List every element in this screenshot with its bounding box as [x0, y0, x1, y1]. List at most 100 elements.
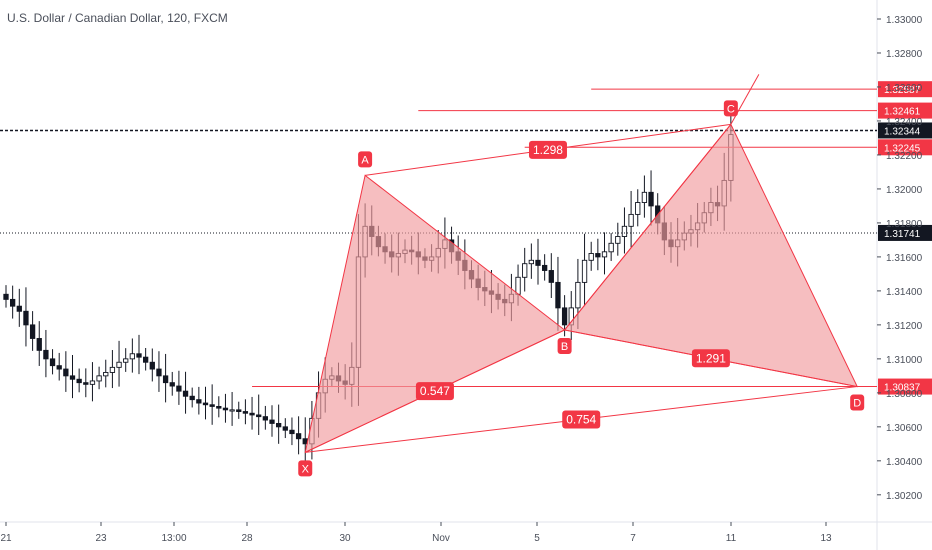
pattern-point-label: C — [727, 103, 735, 115]
candle-body — [269, 419, 275, 424]
candle-body — [621, 225, 628, 237]
pattern-point-box — [298, 460, 313, 477]
ratio-label-box — [691, 349, 730, 368]
candle-body — [89, 380, 96, 385]
price-tag — [878, 139, 932, 156]
pattern-point-box — [557, 337, 572, 354]
candle-body — [648, 191, 654, 207]
price-tick-label: 1.30600 — [886, 423, 923, 434]
ratio-label-box — [528, 140, 567, 159]
price-tick-label: 1.31800 — [886, 219, 923, 230]
pattern-point-label: D — [853, 398, 861, 410]
candle-body — [555, 281, 561, 309]
candle-body — [601, 251, 608, 258]
candle-body — [249, 412, 255, 416]
candle-body — [103, 372, 109, 377]
candle-body — [595, 253, 601, 258]
ratio-label: 1.291 — [696, 351, 726, 365]
time-tick-label: 21 — [0, 533, 12, 544]
time-tick-label: 30 — [339, 533, 351, 544]
price-tag-label: 1.32245 — [884, 143, 921, 154]
candle-body — [282, 426, 288, 431]
candle-body — [635, 202, 641, 215]
candle-body — [9, 298, 16, 307]
candle-body — [83, 382, 89, 385]
candle-body — [176, 385, 182, 392]
candle-body — [96, 375, 102, 382]
candle-body — [641, 191, 648, 203]
pattern-point-label: X — [302, 463, 310, 475]
candle-body — [149, 361, 155, 370]
candle-body — [16, 305, 22, 312]
price-tag — [878, 224, 932, 241]
candle-body — [196, 399, 202, 404]
pattern-triangle-xab — [304, 174, 566, 454]
candle-body — [548, 270, 554, 283]
price-tick-label: 1.33000 — [886, 15, 923, 26]
candle-body — [169, 382, 175, 387]
price-tag — [878, 378, 932, 395]
price-tick-label: 1.31400 — [886, 287, 923, 298]
candle-body — [242, 411, 249, 414]
ratio-label-box — [562, 410, 601, 429]
time-tick-label: 5 — [534, 533, 540, 544]
candle-body — [123, 358, 129, 363]
price-tick-label: 1.30800 — [886, 389, 923, 400]
pattern-triangle-bcd — [563, 123, 859, 388]
time-tick-label: 13 — [820, 533, 832, 544]
candle-body — [142, 356, 149, 363]
candle-body — [156, 368, 162, 377]
candle-body — [216, 405, 222, 409]
time-tick-label: Nov — [432, 533, 450, 544]
candle-body — [575, 281, 581, 309]
price-tick-label: 1.32400 — [886, 117, 923, 128]
candle-body — [256, 414, 262, 418]
pattern-point-label: B — [561, 341, 568, 353]
price-tick-label: 1.32600 — [886, 83, 923, 94]
candle-body — [136, 353, 142, 358]
candle-body — [628, 213, 634, 227]
candle-body — [615, 236, 621, 244]
candle-body — [229, 409, 235, 412]
candle-body — [528, 259, 535, 265]
time-tick-label: 11 — [726, 533, 737, 544]
candle-body — [182, 390, 189, 397]
candle-body — [162, 375, 169, 384]
harmonic-pattern[interactable]: 0.547 1.298 1.291 0.754 X A B C D — [298, 74, 865, 477]
candle-body — [69, 375, 76, 380]
candle-body — [561, 307, 568, 326]
pattern-extension-line — [730, 74, 760, 125]
ratio-label: 0.754 — [566, 412, 596, 426]
candle-body — [542, 264, 548, 271]
candle-body — [129, 353, 135, 360]
candle-body — [209, 404, 215, 407]
time-tick-label: 28 — [241, 533, 253, 544]
candle-body — [289, 429, 295, 435]
price-tag-label: 1.30837 — [884, 383, 921, 394]
chart-title: U.S. Dollar / Canadian Dollar, 120, FXCM — [7, 11, 228, 25]
ratio-label-box — [415, 382, 454, 401]
price-tag — [878, 102, 932, 119]
price-tick-label: 1.32000 — [886, 185, 923, 196]
candle-body — [3, 293, 9, 300]
candle-body — [522, 263, 528, 278]
candle-body — [76, 378, 82, 384]
candle-body — [535, 259, 541, 266]
pattern-point-box — [850, 394, 865, 411]
price-tag-label: 1.32344 — [884, 126, 921, 137]
candle-body — [515, 276, 521, 295]
candle-body — [236, 409, 242, 412]
price-tag-label: 1.32587 — [884, 85, 921, 96]
price-tag-label: 1.32461 — [884, 107, 921, 118]
candle-body — [295, 433, 302, 440]
candle-body — [23, 310, 29, 326]
candle-body — [608, 242, 614, 253]
candle-body — [29, 324, 36, 339]
candle-body — [63, 368, 69, 377]
price-tick-label: 1.32200 — [886, 151, 923, 162]
price-tick-label: 1.30400 — [886, 457, 923, 468]
pattern-point-box — [358, 151, 373, 168]
candle-body — [222, 407, 229, 411]
time-tick-label: 7 — [630, 533, 636, 544]
